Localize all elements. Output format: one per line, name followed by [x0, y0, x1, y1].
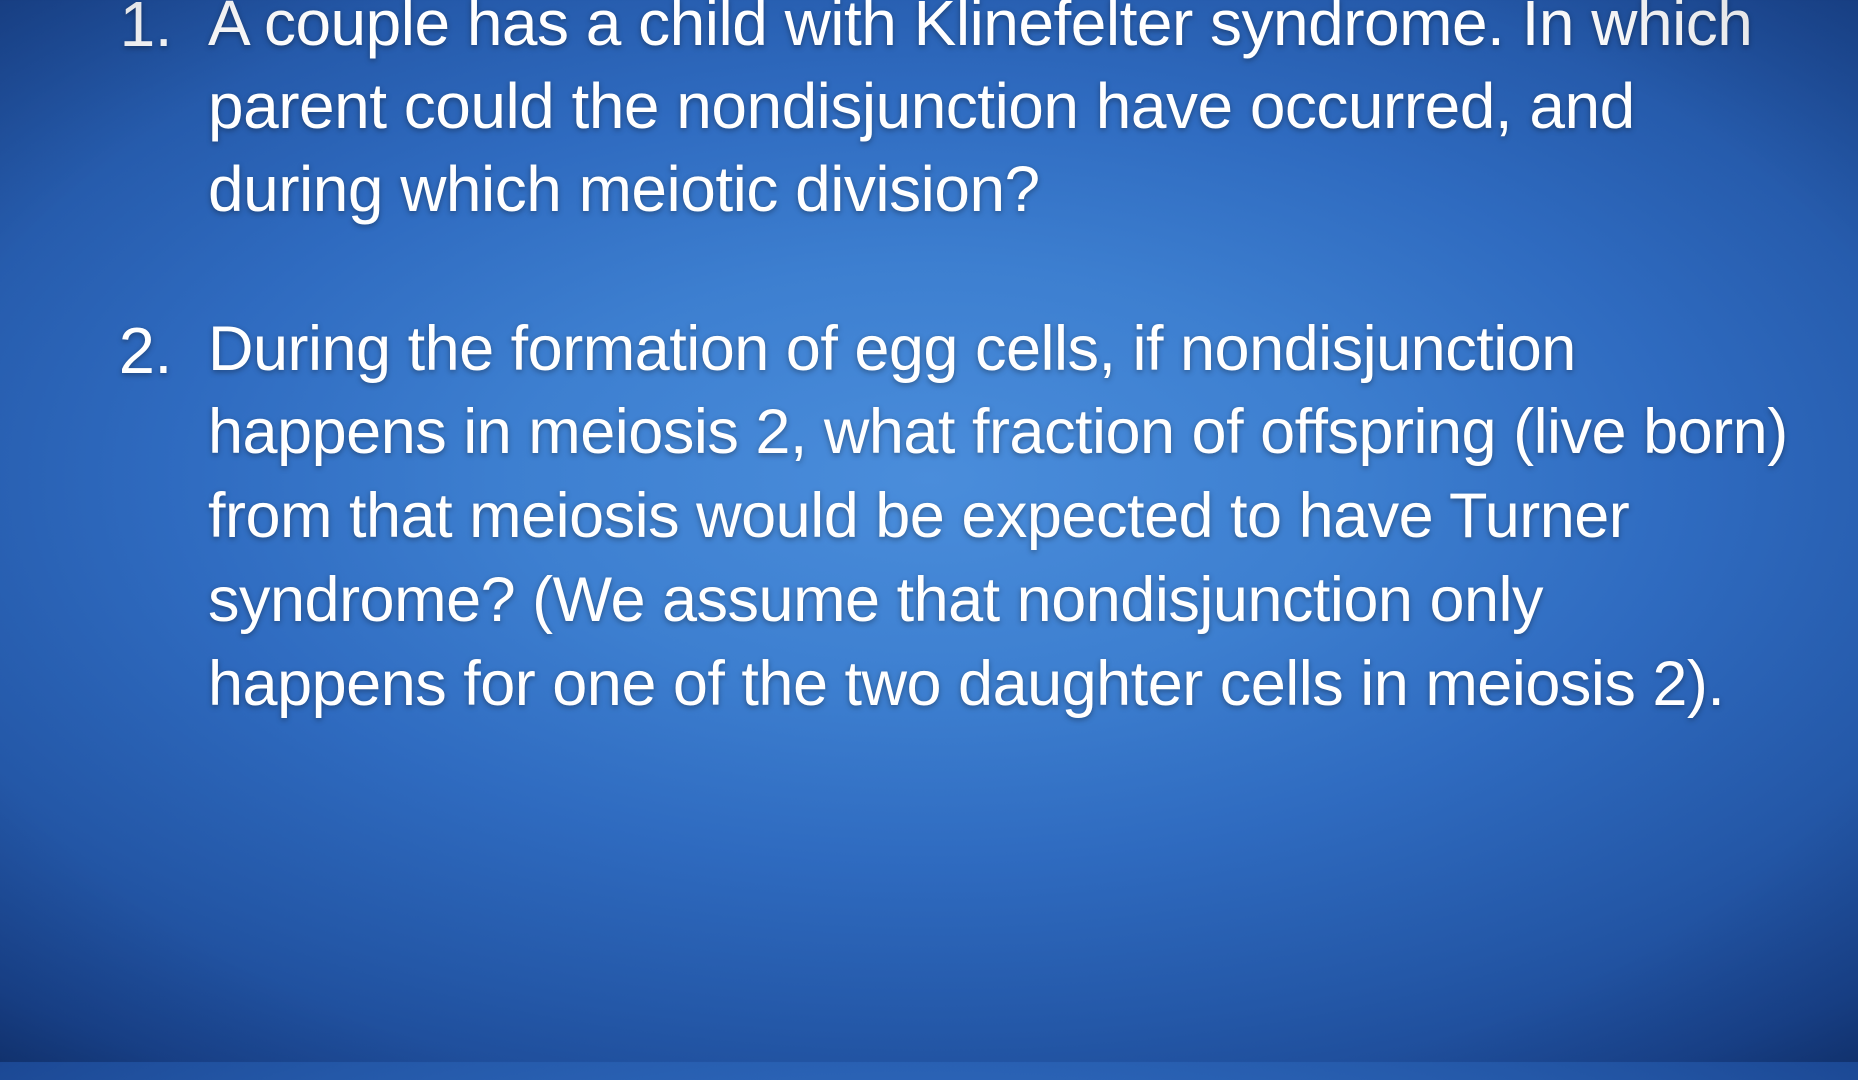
question-text: During the formation of egg cells, if no… — [208, 308, 1798, 727]
question-number: 2. — [80, 308, 208, 394]
slide-content: 1. A couple has a child with Klinefelter… — [0, 0, 1858, 726]
question-2: 2. During the formation of egg cells, if… — [80, 308, 1798, 727]
question-1: 1. A couple has a child with Klinefelter… — [80, 0, 1798, 232]
question-number: 1. — [80, 0, 208, 66]
question-text: A couple has a child with Klinefelter sy… — [208, 0, 1798, 232]
